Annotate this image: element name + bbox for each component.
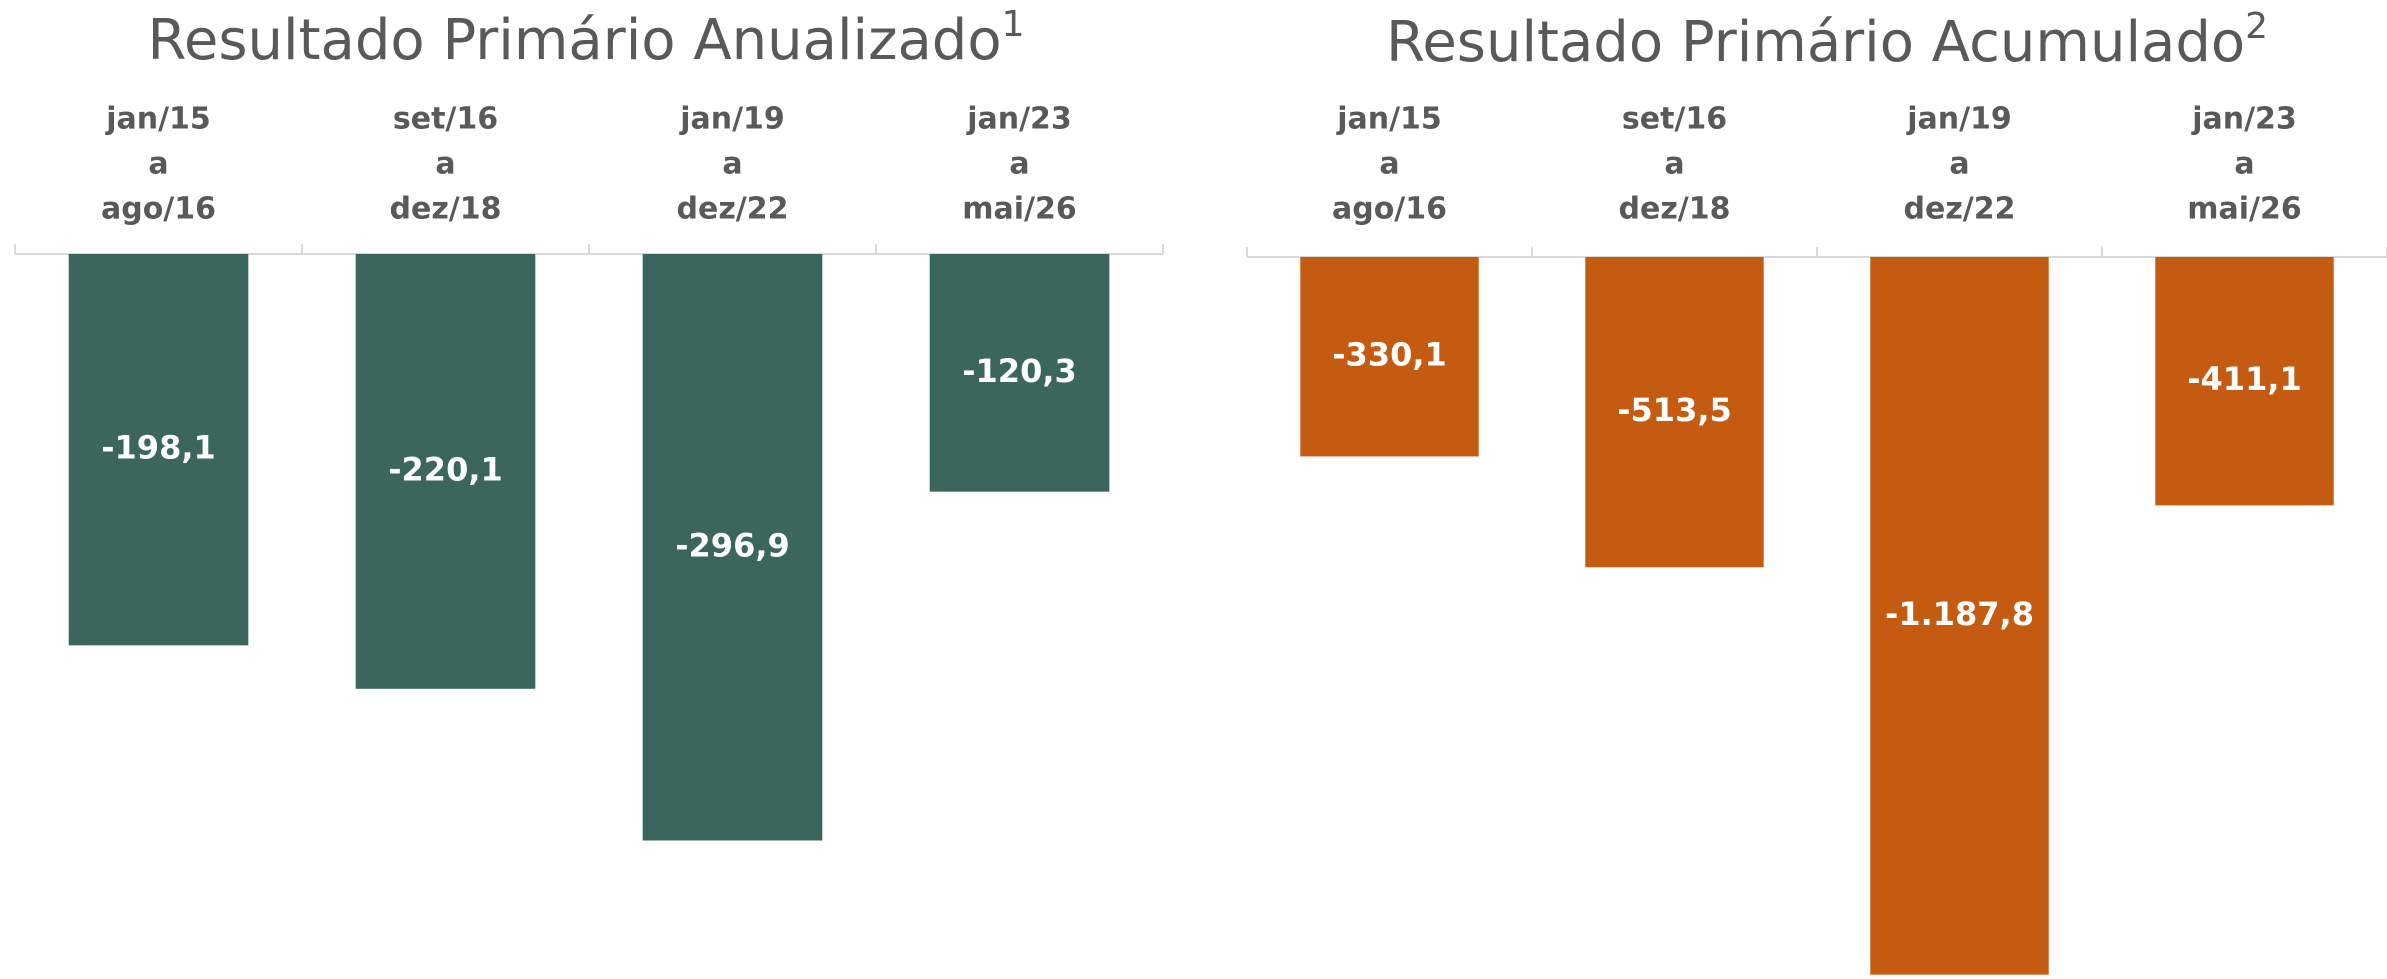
category-label: jan/15	[105, 102, 211, 137]
chart-title: Resultado Primário Acumulado2	[1386, 6, 2268, 75]
category-label: mai/26	[2187, 192, 2302, 227]
bar	[1585, 257, 1764, 568]
bar	[2155, 257, 2334, 506]
bar	[68, 254, 249, 646]
value-label: -1.187,8	[1885, 595, 2034, 633]
category-label: jan/19	[679, 102, 785, 137]
category-label: set/16	[1622, 102, 1727, 137]
category-label: jan/19	[1906, 102, 2012, 137]
category-label: a	[1009, 147, 1029, 182]
category-label: jan/23	[966, 102, 1072, 137]
bar	[1870, 257, 2049, 975]
title-text: Resultado Primário Anualizado	[148, 8, 1002, 73]
title-text: Resultado Primário Acumulado	[1386, 10, 2245, 75]
category-label: a	[722, 147, 742, 182]
category-label: set/16	[393, 102, 498, 137]
value-label: -120,3	[962, 352, 1077, 390]
value-label: -220,1	[388, 450, 503, 488]
category-label: ago/16	[1332, 192, 1447, 227]
category-label: ago/16	[101, 192, 216, 227]
value-label: -198,1	[101, 429, 216, 467]
category-label: jan/15	[1336, 102, 1442, 137]
category-label: dez/22	[1904, 192, 2016, 227]
category-label: dez/18	[390, 192, 502, 227]
category-label: dez/22	[677, 192, 789, 227]
chart-title: Resultado Primário Anualizado1	[148, 4, 1025, 73]
category-label: jan/23	[2191, 102, 2297, 137]
bar	[1300, 257, 1479, 457]
bar	[355, 254, 536, 689]
value-label: -330,1	[1332, 336, 1447, 374]
category-label: a	[1664, 147, 1684, 182]
category-label: mai/26	[962, 192, 1077, 227]
category-label: a	[1379, 147, 1399, 182]
bar	[642, 254, 823, 841]
bar	[929, 254, 1110, 492]
category-label: a	[1949, 147, 1969, 182]
category-label: a	[148, 147, 168, 182]
title-note: 1	[1002, 4, 1025, 45]
category-label: a	[2234, 147, 2254, 182]
category-label: a	[435, 147, 455, 182]
value-label: -513,5	[1617, 391, 1732, 429]
value-label: -411,1	[2187, 360, 2302, 398]
title-note: 2	[2245, 6, 2268, 47]
value-label: -296,9	[675, 526, 790, 564]
category-label: dez/18	[1619, 192, 1731, 227]
